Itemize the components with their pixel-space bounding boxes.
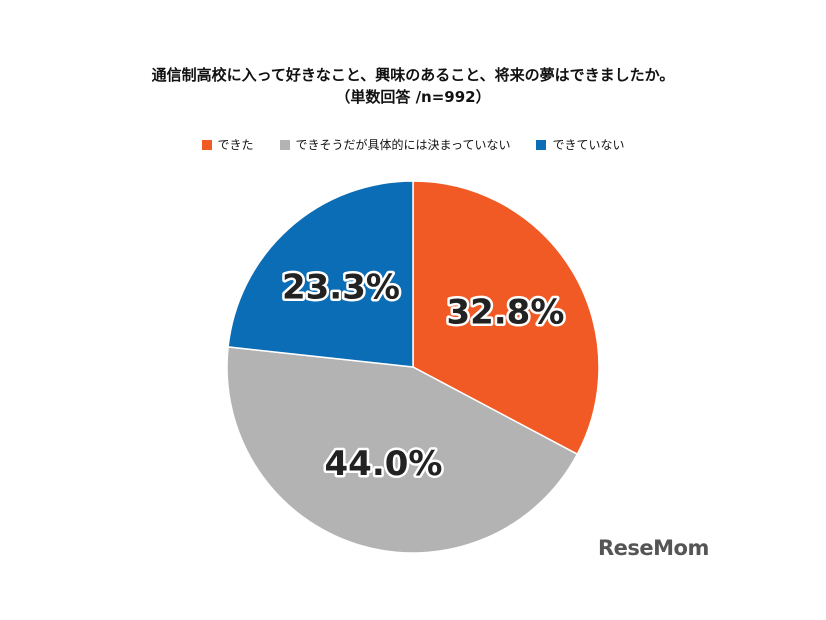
legend-label: できた xyxy=(217,138,254,152)
chart-title-line1: 通信制高校に入って好きなこと、興味のあること、将来の夢はできましたか。 xyxy=(151,66,675,84)
legend-item-dekiteinai: できていない xyxy=(536,136,624,153)
legend-item-dekisou: できそうだが具体的には決まっていない xyxy=(279,136,511,153)
legend: できた できそうだが具体的には決まっていない できていない xyxy=(0,136,826,153)
chart-title-line2: （単数回答 /n=992） xyxy=(335,88,491,106)
pie-slice xyxy=(227,180,414,368)
slice-data-label: 32.8% xyxy=(446,292,564,332)
pie-slice xyxy=(226,346,579,554)
legend-swatch xyxy=(536,139,547,150)
legend-swatch xyxy=(201,139,212,150)
slice-data-label: 23.3% xyxy=(282,268,400,308)
legend-item-dekita: できた xyxy=(201,136,254,153)
resemom-logo: ReseMom xyxy=(598,536,709,560)
legend-label: できそうだが具体的には決まっていない xyxy=(295,138,511,152)
pie-slice xyxy=(412,180,600,456)
slice-data-label: 44.0% xyxy=(325,444,443,484)
legend-swatch xyxy=(279,139,290,150)
legend-label: できていない xyxy=(552,138,625,152)
